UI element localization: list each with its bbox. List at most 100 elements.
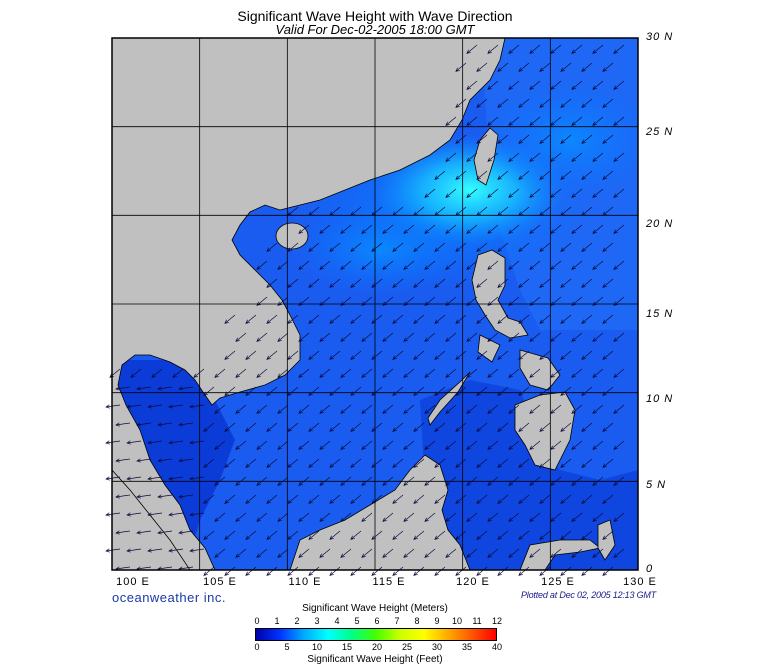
wave-arrow — [340, 476, 352, 486]
wave-arrow — [298, 476, 310, 486]
wave-arrow — [497, 98, 509, 108]
wave-arrow — [266, 278, 278, 288]
wave-arrow — [413, 278, 425, 288]
wave-arrow — [571, 224, 583, 234]
wave-arrow — [361, 548, 373, 558]
wave-arrow — [413, 458, 425, 468]
wave-arrow — [592, 296, 604, 306]
wave-arrow — [224, 350, 236, 360]
wave-arrow — [445, 476, 457, 486]
wave-arrow — [539, 170, 551, 180]
wave-arrow — [539, 242, 551, 252]
wave-arrow — [560, 98, 572, 108]
wave-arrow — [277, 440, 289, 450]
wave-arrow — [235, 512, 247, 522]
wave-arrow — [105, 548, 121, 553]
wave-arrow — [371, 458, 383, 468]
wave-arrow — [571, 152, 583, 162]
wave-arrow — [308, 242, 320, 252]
wave-arrow — [487, 548, 499, 558]
feet-tick-label: 20 — [371, 642, 383, 652]
wave-arrow — [287, 422, 299, 432]
feet-tick-label: 0 — [254, 642, 260, 652]
wave-arrow — [350, 458, 362, 468]
sumatra-island — [112, 469, 191, 570]
wave-arrow — [245, 530, 257, 540]
wave-arrow — [455, 350, 467, 360]
wave-arrow — [235, 368, 247, 378]
wave-arrow — [392, 566, 404, 576]
wave-arrow — [581, 458, 593, 468]
wave-arrow — [329, 530, 341, 540]
wave-arrow — [424, 440, 436, 450]
wave-arrow — [539, 422, 551, 432]
wave-arrow — [308, 530, 320, 540]
wave-arrow — [105, 512, 121, 517]
wave-arrow — [361, 440, 373, 450]
wave-arrow — [613, 188, 625, 198]
wave-arrow — [319, 440, 331, 450]
wave-arrow — [592, 188, 604, 198]
wave-arrow — [497, 62, 509, 72]
wave-arrow — [539, 350, 551, 360]
wave-arrow — [466, 368, 478, 378]
wave-arrow — [371, 350, 383, 360]
wave-arrow — [424, 224, 436, 234]
wave-arrow — [392, 314, 404, 324]
wave-arrow — [581, 206, 593, 216]
wave-arrow — [487, 368, 499, 378]
wave-arrow — [434, 278, 446, 288]
wave-arrow — [455, 278, 467, 288]
wave-arrow — [476, 530, 488, 540]
wave-arrow — [445, 260, 457, 270]
wave-arrow — [539, 206, 551, 216]
wave-arrow — [224, 422, 236, 432]
wave-arrow — [361, 296, 373, 306]
wave-arrow — [308, 494, 320, 504]
celebes-sea-water — [420, 380, 638, 570]
wave-arrow — [287, 494, 299, 504]
land-masses — [112, 38, 616, 570]
wave-arrow — [266, 242, 278, 252]
wave-arrow — [189, 404, 205, 409]
wave-arrow — [529, 332, 541, 342]
wave-arrow — [497, 314, 509, 324]
wave-arrow — [256, 296, 268, 306]
wave-arrow — [277, 548, 289, 558]
wave-arrow — [214, 476, 226, 486]
wave-arrow — [382, 548, 394, 558]
wave-arrow — [214, 404, 226, 414]
wave-arrow — [235, 332, 247, 342]
feet-tick-label: 5 — [284, 642, 290, 652]
wave-arrow — [539, 278, 551, 288]
wave-arrow — [392, 458, 404, 468]
wave-arrow — [392, 242, 404, 252]
plotted-timestamp: Plotted at Dec 02, 2005 12:13 GMT — [521, 590, 656, 600]
wave-arrow — [476, 62, 488, 72]
wave-arrow — [550, 152, 562, 162]
wave-arrow — [245, 494, 257, 504]
wave-arrow — [550, 188, 562, 198]
wave-arrow — [550, 368, 562, 378]
wave-arrow — [105, 476, 121, 481]
wave-arrow — [382, 512, 394, 522]
wave-arrow — [487, 152, 499, 162]
wave-arrow — [455, 458, 467, 468]
wave-arrow — [382, 224, 394, 234]
wave-arrow — [340, 404, 352, 414]
wave-arrow — [571, 188, 583, 198]
wave-arrow — [560, 170, 572, 180]
legend-colorbar — [255, 628, 497, 641]
wave-arrow — [497, 242, 509, 252]
wave-arrow — [287, 206, 299, 216]
wave-arrow — [298, 548, 310, 558]
wave-arrow — [319, 224, 331, 234]
wave-arrow — [466, 476, 478, 486]
wave-arrow — [371, 566, 383, 576]
wave-arrow — [168, 476, 184, 481]
wave-arrow — [189, 476, 205, 481]
wave-arrow — [172, 368, 184, 378]
wave-arrow — [361, 368, 373, 378]
wave-arrow — [308, 422, 320, 432]
wave-arrow — [476, 422, 488, 432]
